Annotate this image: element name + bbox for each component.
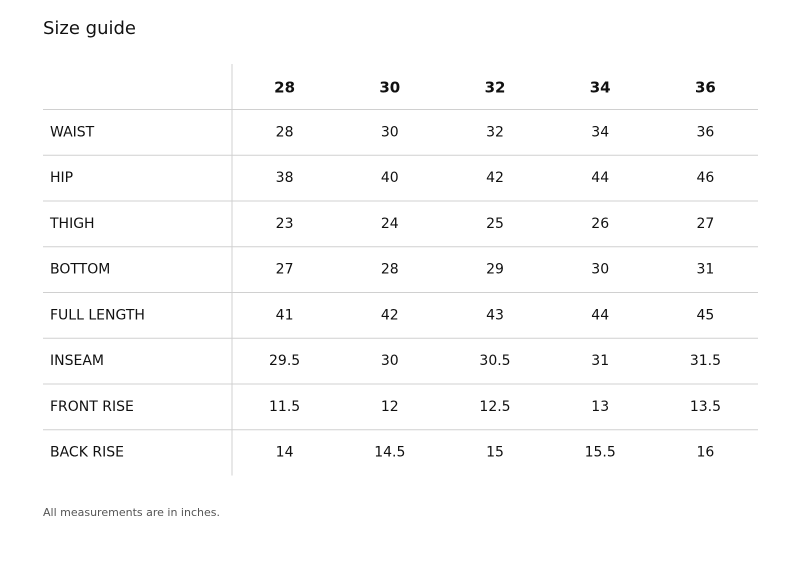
cell: 13: [591, 399, 609, 415]
cell: 42: [486, 170, 504, 186]
cell: 24: [381, 216, 399, 232]
cell: 32: [486, 124, 504, 140]
cell: 30.5: [479, 353, 510, 369]
cell: 31.5: [690, 353, 721, 369]
cell: 12.5: [479, 399, 510, 415]
cell: 16: [696, 445, 714, 461]
cell: 29.5: [269, 353, 300, 369]
cell: 38: [276, 170, 294, 186]
cell: 40: [381, 170, 399, 186]
footnote: All measurements are in inches.: [43, 506, 220, 519]
cell: 25: [486, 216, 504, 232]
title: Size guide: [43, 18, 136, 39]
cell: 44: [591, 307, 609, 323]
row-label: BACK RISE: [50, 445, 124, 461]
cell: 11.5: [269, 399, 300, 415]
cell: 14: [276, 445, 294, 461]
cell: 44: [591, 170, 609, 186]
cell: 13.5: [690, 399, 721, 415]
cell: 30: [381, 124, 399, 140]
cell: 27: [276, 262, 294, 278]
cell: 26: [591, 216, 609, 232]
column-header: 32: [485, 78, 506, 96]
row-label: THIGH: [49, 216, 95, 232]
cell: 30: [381, 353, 399, 369]
cell: 23: [276, 216, 294, 232]
row-label: FULL LENGTH: [50, 307, 145, 323]
column-header: 30: [379, 78, 400, 96]
cell: 27: [696, 216, 714, 232]
cell: 28: [381, 262, 399, 278]
cell: 15: [486, 445, 504, 461]
column-header: 36: [695, 78, 716, 96]
cell: 46: [696, 170, 714, 186]
row-label: WAIST: [50, 124, 95, 140]
cell: 30: [591, 262, 609, 278]
cell: 15.5: [585, 445, 616, 461]
row-label: BOTTOM: [50, 262, 110, 278]
row-label: HIP: [50, 170, 73, 186]
cell: 34: [591, 124, 609, 140]
cell: 28: [276, 124, 294, 140]
cell: 45: [696, 307, 714, 323]
cell: 31: [696, 262, 714, 278]
cell: 31: [591, 353, 609, 369]
column-header: 28: [274, 78, 295, 96]
cell: 43: [486, 307, 504, 323]
cell: 12: [381, 399, 399, 415]
cell: 29: [486, 262, 504, 278]
row-label: INSEAM: [50, 353, 104, 369]
column-header: 34: [590, 78, 611, 96]
cell: 14.5: [374, 445, 405, 461]
cell: 36: [696, 124, 714, 140]
row-label: FRONT RISE: [50, 399, 134, 415]
cell: 42: [381, 307, 399, 323]
cell: 41: [276, 307, 294, 323]
